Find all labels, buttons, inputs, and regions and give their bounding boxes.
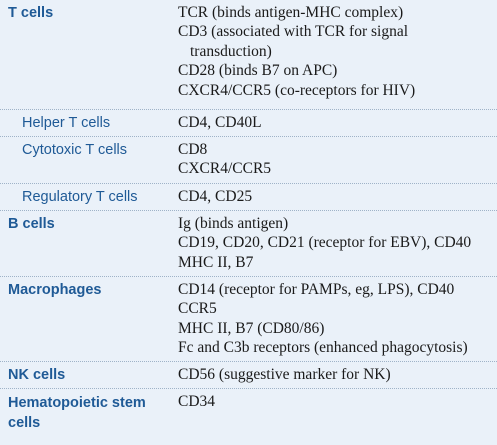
marker-line: Ig (binds antigen) — [178, 215, 289, 232]
marker-line: CCR5 — [178, 300, 217, 318]
marker-line: transduction) — [190, 42, 272, 60]
marker-line: CD3 (associated with TCR for signal — [178, 23, 409, 41]
marker-list: CD4, CD40L — [172, 110, 497, 136]
marker-line: CD19, CD20, CD21 (receptor for EBV), CD4… — [178, 234, 472, 252]
cell-type-label: Regulatory T cells — [22, 189, 138, 205]
marker-line: MHC II, B7 (CD80/86) — [178, 319, 325, 337]
marker-list: CD8 CXCR4/CCR5 — [172, 137, 497, 183]
marker-list: CD4, CD25 — [172, 184, 497, 210]
marker-line: CXCR4/CCR5 — [178, 160, 272, 178]
cell-type-label: B cells — [8, 216, 55, 232]
marker-line: CD4, CD40L — [178, 114, 262, 131]
cell-type-label: Helper T cells — [22, 115, 111, 131]
table-row: NK cells CD56 (suggestive marker for NK) — [0, 362, 497, 389]
marker-line: CD28 (binds B7 on APC) — [178, 62, 338, 80]
table-row: Hematopoietic stem cells CD34 — [0, 389, 497, 445]
marker-line: MHC II, B7 — [178, 253, 254, 271]
table-row: Regulatory T cells CD4, CD25 — [0, 184, 497, 211]
cell-type-label: NK cells — [8, 367, 66, 383]
cell-type-label: Macrophages — [8, 282, 102, 298]
marker-line: CD8 — [178, 141, 208, 158]
marker-list: CD56 (suggestive marker for NK) — [172, 362, 497, 388]
table-row: Helper T cells CD4, CD40L — [0, 110, 497, 137]
cell-type-label: Cytotoxic T cells — [22, 142, 128, 158]
marker-line: Fc and C3b receptors (enhanced phagocyto… — [178, 339, 468, 357]
table-row: T cells TCR (binds antigen-MHC complex) … — [0, 0, 497, 110]
marker-line: CD14 (receptor for PAMPs, eg, LPS), CD40 — [178, 281, 455, 298]
cell-type-label: T cells — [8, 5, 54, 21]
table-row: Cytotoxic T cells CD8 CXCR4/CCR5 — [0, 137, 497, 184]
marker-line: CD34 — [178, 393, 216, 410]
marker-line: CD56 (suggestive marker for NK) — [178, 366, 391, 383]
marker-list: CD14 (receptor for PAMPs, eg, LPS), CD40… — [172, 277, 497, 361]
marker-list: Ig (binds antigen) CD19, CD20, CD21 (rec… — [172, 211, 497, 276]
marker-line: CXCR4/CCR5 (co-receptors for HIV) — [178, 81, 416, 99]
marker-line: CD4, CD25 — [178, 188, 253, 205]
marker-list: TCR (binds antigen-MHC complex) CD3 (ass… — [172, 0, 497, 109]
table-row: Macrophages CD14 (receptor for PAMPs, eg… — [0, 277, 497, 362]
marker-list: CD34 — [172, 389, 497, 445]
cell-type-label: Hematopoietic stem cells — [8, 395, 146, 431]
table-row: B cells Ig (binds antigen) CD19, CD20, C… — [0, 211, 497, 277]
marker-line: TCR (binds antigen-MHC complex) — [178, 4, 404, 21]
